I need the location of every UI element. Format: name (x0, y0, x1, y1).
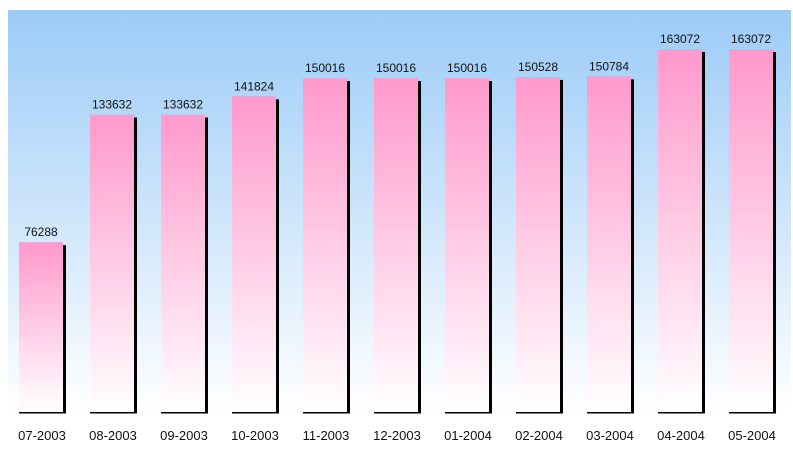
bar-baseline-01-2004 (445, 412, 492, 414)
bar-shadow-03-2004 (631, 79, 634, 413)
bar-02-2004 (516, 76, 560, 412)
x-tick-label-04-2004: 04-2004 (657, 428, 705, 443)
x-tick-label-02-2004: 02-2004 (515, 428, 563, 443)
data-label-08-2003: 133632 (92, 98, 132, 112)
bar-baseline-09-2003 (161, 412, 208, 414)
bar-11-2003 (303, 78, 347, 412)
bar-03-2004 (587, 76, 631, 413)
data-label-04-2004: 163072 (660, 32, 700, 46)
data-label-09-2003: 133632 (163, 98, 203, 112)
bar-08-2003 (90, 114, 134, 412)
bar-shadow-08-2003 (134, 117, 137, 412)
bar-04-2004 (658, 49, 702, 412)
bar-shadow-04-2004 (702, 52, 705, 412)
bar-10-2003 (232, 96, 276, 412)
bar-baseline-02-2004 (516, 412, 563, 414)
x-tick-labels-group: 07-2003 08-2003 09-2003 10-2003 11-2003 12-20… (18, 428, 776, 443)
bar-shadow-01-2004 (489, 81, 492, 412)
x-tick-label-07-2003: 07-2003 (18, 428, 66, 443)
x-tick-label-05-2004: 05-2004 (728, 428, 776, 443)
x-tick-label-08-2003: 08-2003 (89, 428, 137, 443)
bar-baseline-11-2003 (303, 412, 350, 414)
bar-shadow-12-2003 (418, 81, 421, 412)
bar-baseline-12-2003 (374, 412, 421, 414)
bar-01-2004 (445, 78, 489, 412)
bar-baseline-08-2003 (90, 412, 137, 414)
bar-shadow-05-2004 (773, 52, 776, 412)
bar-shadow-10-2003 (276, 99, 279, 412)
bar-shadow-02-2004 (560, 79, 563, 412)
bar-baseline-04-2004 (658, 412, 705, 414)
bar-shadow-11-2003 (347, 81, 350, 412)
bar-07-2003 (19, 242, 63, 412)
bar-baseline-07-2003 (19, 412, 66, 414)
x-tick-label-01-2004: 01-2004 (444, 428, 492, 443)
bars-group (19, 49, 776, 414)
x-tick-label-09-2003: 09-2003 (160, 428, 208, 443)
value-labels-group: 76288 133632 133632 141824 150016 150016 15001… (24, 32, 771, 239)
data-label-11-2003: 150016 (305, 61, 345, 75)
bar-shadow-07-2003 (63, 245, 66, 412)
x-tick-label-12-2003: 12-2003 (373, 428, 421, 443)
data-label-12-2003: 150016 (376, 61, 416, 75)
data-label-02-2004: 150528 (518, 60, 558, 74)
bar-baseline-03-2004 (587, 412, 634, 414)
bar-shadow-09-2003 (205, 117, 208, 412)
bar-12-2003 (374, 78, 418, 412)
data-label-03-2004: 150784 (589, 59, 629, 73)
data-label-10-2003: 141824 (234, 79, 274, 93)
data-label-05-2004: 163072 (731, 32, 771, 46)
data-label-01-2004: 150016 (447, 61, 487, 75)
x-tick-label-11-2003: 11-2003 (303, 428, 350, 443)
bar-05-2004 (729, 49, 773, 412)
x-tick-label-10-2003: 10-2003 (231, 428, 279, 443)
x-tick-label-03-2004: 03-2004 (586, 428, 634, 443)
bar-baseline-10-2003 (232, 412, 279, 414)
bar-09-2003 (161, 114, 205, 412)
bar-baseline-05-2004 (729, 412, 776, 414)
data-label-07-2003: 76288 (24, 225, 58, 239)
